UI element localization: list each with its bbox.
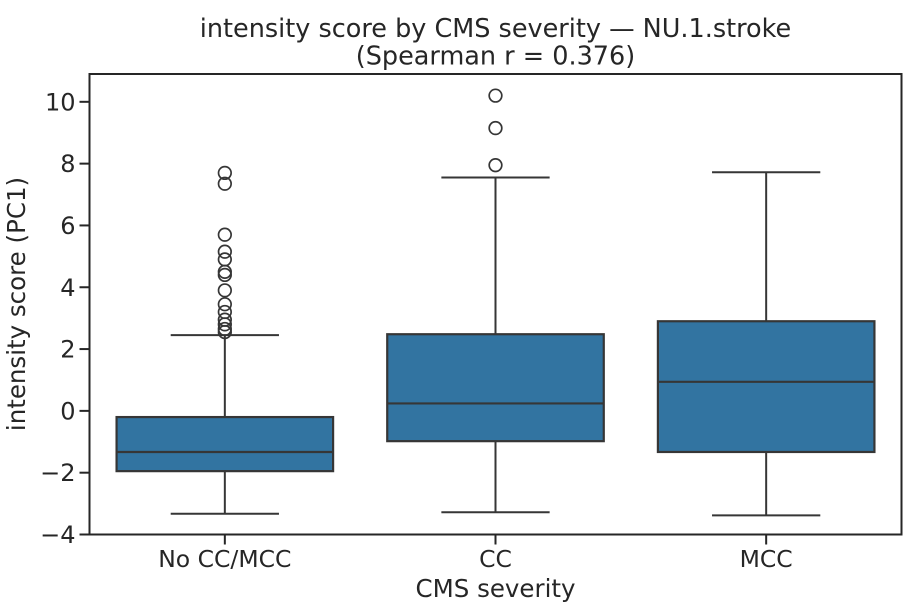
boxplot-series — [115, 88, 876, 517]
outlier-point — [488, 88, 503, 103]
x-axis-label: CMS severity — [416, 574, 576, 603]
box-rect — [386, 333, 605, 443]
y-tick-label: −4 — [40, 521, 75, 549]
y-tick-label: 4 — [60, 274, 75, 302]
outlier-point — [217, 267, 232, 283]
y-axis-label: intensity score (PC1) — [2, 177, 31, 431]
y-tick-label: 6 — [60, 212, 75, 240]
outlier-point — [217, 297, 232, 312]
y-tick-label: 2 — [60, 336, 75, 364]
outlier-point — [217, 252, 232, 267]
outlier-point — [488, 120, 503, 136]
outlier-point — [217, 283, 232, 298]
box-rect — [115, 415, 335, 473]
outlier-point — [217, 264, 232, 279]
outlier-point — [217, 176, 232, 191]
x-tick-label: No CC/MCC — [158, 545, 291, 573]
x-tick-label: MCC — [740, 545, 793, 573]
outlier-point — [488, 158, 503, 173]
outlier-point — [217, 244, 232, 259]
outlier-point — [217, 321, 232, 337]
outlier-point — [217, 165, 232, 181]
outlier-point — [217, 312, 232, 327]
y-tick-label: 10 — [45, 88, 76, 116]
outlier-point — [217, 304, 232, 320]
box-group-1 — [115, 165, 335, 515]
y-tick-label: 0 — [60, 397, 75, 425]
y-tick-label: 8 — [60, 150, 75, 178]
chart-title: intensity score by CMS severity — NU.1.s… — [200, 14, 791, 44]
x-tick-label: CC — [479, 545, 512, 573]
outlier-point — [217, 227, 232, 242]
y-tick-label: −2 — [40, 459, 75, 487]
box-rect — [656, 320, 876, 454]
box-group-2 — [386, 88, 605, 514]
chart-subtitle: (Spearman r = 0.376) — [356, 42, 635, 72]
axes: −4 −2 0 2 4 6 8 10 No CC/MCC CC MCC — [40, 73, 903, 573]
box-group-3 — [656, 171, 876, 517]
